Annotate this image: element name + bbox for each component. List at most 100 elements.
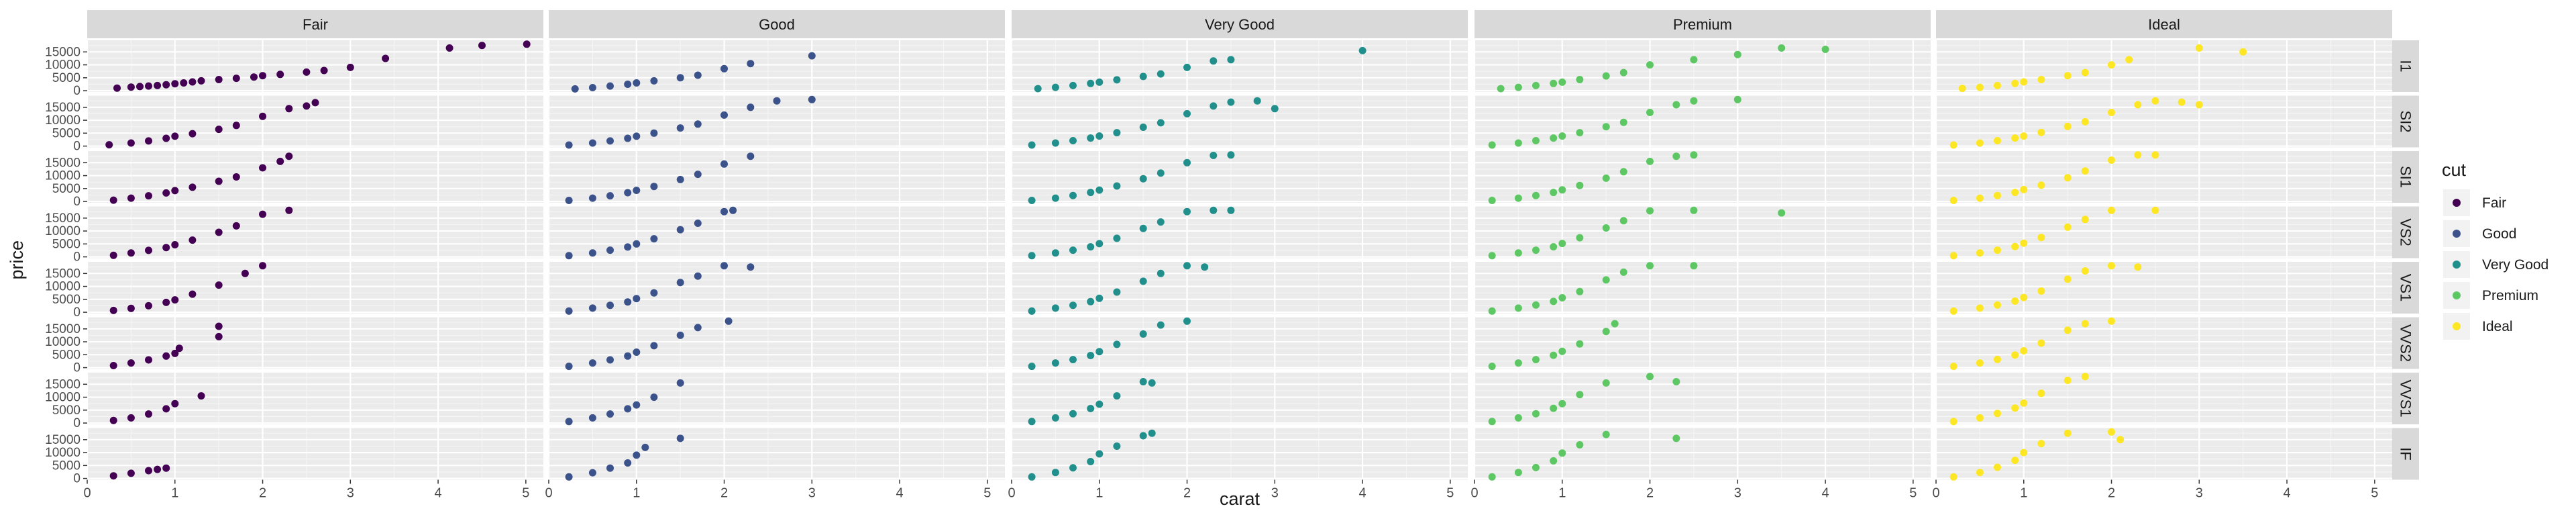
data-point	[1113, 182, 1121, 190]
data-point	[2108, 317, 2115, 325]
data-point	[2134, 151, 2142, 159]
x-tick-label: 4	[435, 486, 442, 501]
data-point	[1514, 304, 1522, 312]
data-point	[565, 363, 573, 371]
data-point	[2037, 234, 2045, 242]
data-point	[1113, 234, 1121, 242]
data-point	[1994, 301, 2001, 309]
data-point	[2063, 174, 2072, 182]
col-strip-label-4: Ideal	[2148, 16, 2180, 33]
y-tick-label: 0	[73, 84, 80, 98]
data-point	[1576, 441, 1584, 449]
data-point	[1157, 70, 1165, 78]
row-strip-label-1: SI2	[2398, 110, 2414, 132]
data-point	[171, 399, 179, 408]
y-tick-label: 0	[73, 416, 80, 430]
data-point	[145, 467, 152, 475]
data-point	[1051, 194, 1059, 202]
x-tick-label: 1	[1095, 486, 1103, 501]
legend-label: Very Good	[2482, 257, 2548, 273]
panel-bg	[549, 317, 1005, 369]
data-point	[1488, 363, 1496, 371]
data-point	[1139, 224, 1147, 232]
data-point	[606, 192, 614, 200]
data-point	[588, 194, 596, 202]
data-point	[1051, 139, 1059, 147]
data-point	[2151, 206, 2159, 214]
data-point	[189, 78, 197, 86]
data-point	[1095, 186, 1104, 194]
data-point	[1646, 109, 1654, 116]
data-point	[624, 81, 632, 88]
data-point	[127, 139, 135, 147]
x-tick-label: 0	[83, 486, 91, 501]
x-tick-label: 2	[1646, 486, 1654, 501]
data-point	[606, 410, 614, 418]
data-point	[445, 44, 453, 52]
data-point	[2108, 262, 2115, 270]
x-axis-title: carat	[1220, 489, 1260, 509]
data-point	[1602, 276, 1610, 284]
data-point	[2020, 78, 2028, 86]
y-tick-label: 5000	[52, 404, 80, 418]
data-point	[232, 222, 240, 230]
data-point	[624, 459, 632, 467]
data-point	[1672, 101, 1680, 109]
y-tick-label: 15000	[45, 101, 80, 115]
data-point	[588, 304, 596, 312]
data-point	[808, 52, 816, 60]
legend-key	[2453, 261, 2461, 269]
data-point	[606, 82, 614, 90]
data-point	[588, 359, 596, 367]
data-point	[1157, 218, 1165, 226]
data-point	[1646, 262, 1654, 270]
data-point	[1994, 246, 2001, 254]
x-tick-label: 3	[808, 486, 816, 501]
data-point	[1227, 151, 1235, 159]
data-point	[1602, 224, 1610, 232]
data-point	[1157, 119, 1165, 127]
data-point	[1532, 356, 1540, 364]
data-point	[2125, 56, 2133, 64]
data-point	[720, 262, 728, 270]
row-strip-0	[2392, 40, 2419, 92]
row-strip-7	[2392, 428, 2419, 480]
data-point	[1558, 399, 1566, 408]
data-point	[720, 111, 728, 119]
data-point	[565, 307, 573, 315]
data-point	[1210, 57, 1218, 65]
data-point	[1210, 102, 1218, 110]
col-strip-label-0: Fair	[303, 16, 328, 33]
data-point	[154, 81, 162, 89]
data-point	[808, 95, 816, 103]
data-point	[162, 464, 170, 472]
y-tick-label: 10000	[45, 446, 80, 460]
data-point	[633, 79, 641, 87]
data-point	[215, 126, 223, 134]
data-point	[1113, 129, 1121, 137]
data-point	[1069, 301, 1077, 310]
data-point	[571, 85, 579, 93]
row-strip-1	[2392, 95, 2419, 148]
data-point	[720, 207, 728, 216]
data-point	[1028, 252, 1036, 260]
data-point	[1690, 151, 1698, 159]
data-point	[2081, 68, 2089, 77]
x-tick-label: 2	[2108, 486, 2115, 501]
data-point	[676, 434, 684, 442]
data-point	[1087, 134, 1095, 142]
y-axis-title: price	[7, 240, 27, 280]
data-point	[1550, 351, 1558, 359]
y-tick-label: 5000	[52, 348, 80, 362]
data-point	[1550, 404, 1558, 412]
data-point	[1488, 252, 1496, 260]
col-strip-label-3: Premium	[1673, 16, 1732, 33]
data-point	[2011, 457, 2019, 465]
data-point	[641, 443, 649, 451]
col-strip-3	[1474, 10, 1931, 38]
data-point	[215, 177, 223, 185]
data-point	[676, 279, 684, 287]
panel-bg	[1474, 262, 1931, 314]
data-point	[1690, 206, 1698, 214]
data-point	[676, 175, 684, 183]
